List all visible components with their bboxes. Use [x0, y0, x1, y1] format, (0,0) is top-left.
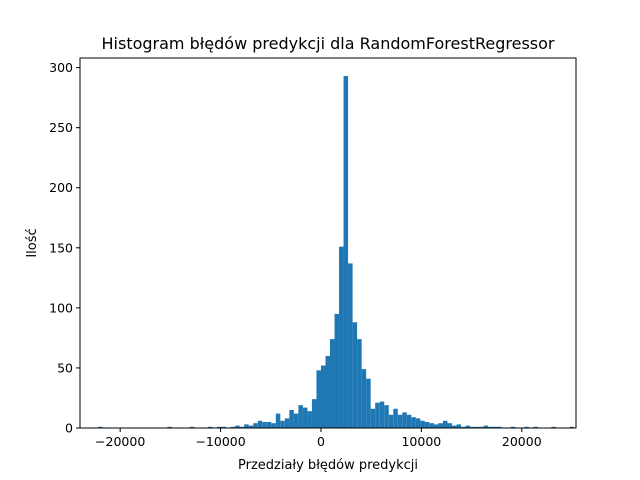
histogram-bar: [271, 423, 276, 428]
histogram-bar: [456, 424, 462, 428]
histogram-bar: [189, 426, 195, 428]
y-tick-label: 300: [49, 60, 73, 75]
histogram-bar: [551, 426, 556, 428]
histogram-bar: [257, 420, 263, 428]
histogram-bar: [167, 426, 172, 428]
plot-frame: [79, 57, 577, 429]
y-tick-label: 0: [65, 421, 73, 436]
histogram-bar: [239, 426, 245, 428]
histogram-bar: [492, 426, 498, 428]
histogram-bar: [447, 423, 452, 428]
histogram-bar: [510, 426, 516, 428]
x-axis-label: Przedziały błędów predykcji: [238, 458, 418, 473]
histogram-bar: [221, 426, 227, 428]
histogram-bar: [379, 401, 385, 428]
histogram-bar: [320, 365, 326, 428]
y-axis-label: Ilość: [25, 228, 40, 257]
histogram-bar: [569, 426, 574, 428]
histogram-bar: [298, 405, 303, 428]
histogram-bar: [348, 263, 353, 428]
histogram-bar: [266, 421, 272, 428]
histogram-bar: [230, 426, 236, 428]
histogram-bar: [280, 420, 285, 428]
x-tick-label: −20000: [95, 434, 145, 449]
histogram-bar: [307, 411, 312, 428]
histogram-bar: [289, 409, 294, 428]
histogram-bar: [420, 420, 425, 428]
y-tick-label: 200: [49, 180, 73, 195]
histogram-bar: [208, 426, 213, 428]
histogram-bar: [406, 414, 412, 428]
y-tick-label: 250: [49, 120, 73, 135]
histogram-bar: [217, 426, 222, 428]
histogram-bar: [334, 313, 340, 428]
histogram-bar: [402, 412, 407, 428]
histogram-bar: [393, 408, 398, 428]
x-tick-label: 20000: [502, 434, 542, 449]
histogram-bar: [330, 339, 335, 428]
histogram-bar: [293, 413, 299, 428]
bars-group: [98, 76, 574, 429]
histogram-bar: [366, 378, 371, 428]
histogram-bar: [488, 426, 493, 428]
histogram-bar: [370, 408, 376, 428]
x-tick-label: 10000: [401, 434, 441, 449]
histogram-bar: [483, 425, 489, 428]
histogram-bar: [284, 418, 290, 428]
histogram-bar: [429, 423, 434, 428]
histogram-bar: [235, 425, 240, 428]
histogram-bar: [411, 417, 416, 428]
histogram-bar: [253, 423, 258, 428]
chart-title: Histogram błędów predykcji dla RandomFor…: [102, 34, 555, 53]
histogram-bar: [343, 76, 349, 429]
histogram-bar: [452, 425, 457, 428]
histogram-bar: [262, 421, 267, 428]
histogram-bar: [302, 407, 308, 428]
histogram-bar: [339, 246, 344, 428]
x-tick-label: −10000: [195, 434, 245, 449]
y-tick-label: 150: [49, 240, 73, 255]
histogram-bar: [415, 418, 421, 428]
histogram-bar: [533, 426, 538, 428]
y-tick-label: 100: [49, 300, 73, 315]
histogram-bar: [479, 426, 484, 428]
histogram-bar: [98, 426, 103, 428]
histogram-bar: [311, 399, 317, 428]
histogram-bar: [424, 421, 430, 428]
histogram-bar: [361, 369, 367, 428]
histogram-bar: [442, 420, 448, 428]
histogram-bar: [474, 426, 480, 428]
histogram-bar: [275, 413, 281, 428]
y-axis-ticks: 0 50 100 150 200 250 300: [49, 60, 80, 436]
histogram-bar: [357, 339, 362, 428]
histogram-bar: [497, 426, 502, 428]
histogram-bar: [316, 370, 321, 428]
x-tick-label: 0: [317, 434, 325, 449]
histogram-bar: [375, 402, 380, 428]
histogram-bar: [384, 405, 389, 428]
histogram-bar: [470, 426, 475, 428]
x-axis-ticks: −20000 −10000 0 10000 20000: [95, 428, 542, 449]
histogram-bar: [244, 424, 249, 428]
y-tick-label: 50: [57, 360, 73, 375]
histogram-bar: [397, 414, 403, 428]
histogram-bar: [433, 424, 439, 428]
histogram-bar: [524, 426, 529, 428]
histogram-bar: [325, 355, 331, 428]
histogram-bar: [352, 322, 358, 428]
histogram-bar: [438, 423, 443, 428]
histogram-bar: [461, 426, 466, 428]
histogram-bar: [248, 425, 254, 428]
histogram-bar: [388, 414, 394, 428]
histogram-bar: [465, 425, 471, 428]
